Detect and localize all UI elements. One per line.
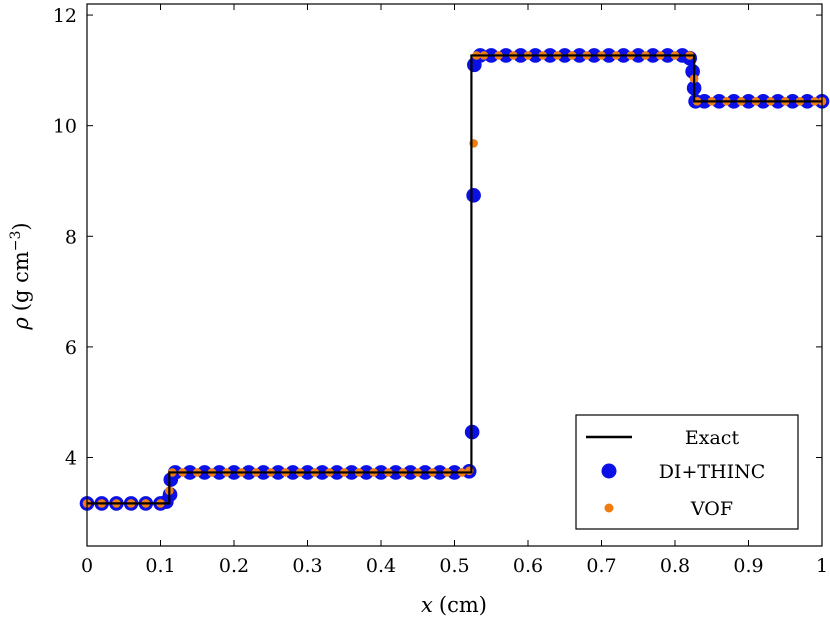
x-axis-title: x (cm) xyxy=(421,593,487,617)
legend-vof-label: VOF xyxy=(690,498,733,520)
x-tick-label: 0.1 xyxy=(145,555,175,577)
y-tick-label: 4 xyxy=(65,448,77,470)
y-tick-label: 10 xyxy=(53,116,77,138)
x-tick-label: 1 xyxy=(816,555,828,577)
y-tick-label: 8 xyxy=(65,226,77,248)
axes: 0 0.1 0.2 0.3 0.4 0.5 0.6 0.7 0.8 0.9 1 4 6 8 10 12 xyxy=(53,3,828,577)
x-tick-label: 0.3 xyxy=(292,555,322,577)
dithinc-point xyxy=(466,188,481,203)
x-tick-label: 0.4 xyxy=(366,555,396,577)
exact-series-line xyxy=(87,54,822,505)
legend-exact-label: Exact xyxy=(685,427,740,449)
x-tick-label: 0.9 xyxy=(733,555,763,577)
x-tick-label: 0.8 xyxy=(660,555,690,577)
y-axis-title: ρ(g cm−3) xyxy=(8,222,33,330)
x-tick-label: 0.7 xyxy=(586,555,616,577)
vof-series xyxy=(82,51,827,508)
y-tick-label: 12 xyxy=(53,5,77,27)
legend-dithinc-label: DI+THINC xyxy=(659,461,766,483)
x-tick-label: 0.5 xyxy=(439,555,469,577)
legend-dithinc-swatch xyxy=(601,463,617,479)
x-tick-label: 0.6 xyxy=(513,555,543,577)
legend: Exact DI+THINC VOF xyxy=(575,414,799,530)
x-tick-label: 0.2 xyxy=(219,555,249,577)
y-tick-label: 6 xyxy=(65,337,77,359)
legend-vof-swatch xyxy=(604,503,614,513)
x-tick-label: 0 xyxy=(81,555,93,577)
plot-area xyxy=(79,48,830,511)
